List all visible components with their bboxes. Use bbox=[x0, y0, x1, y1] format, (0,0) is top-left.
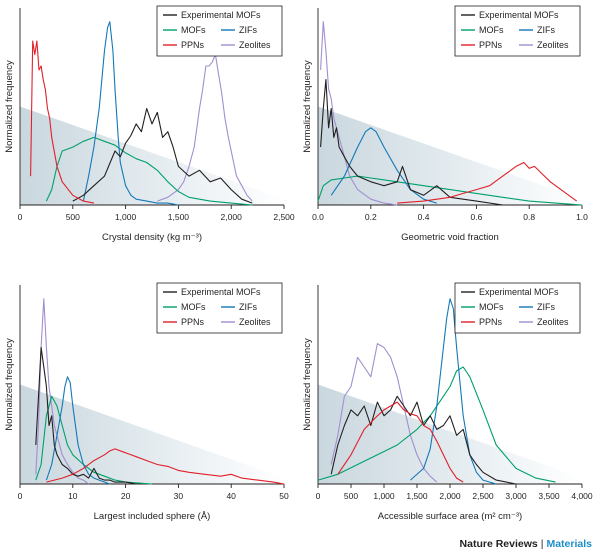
x-tick-label: 500 bbox=[66, 212, 80, 222]
background-shade bbox=[20, 106, 284, 205]
series-line-zeolites bbox=[157, 53, 253, 202]
x-tick-label: 3,500 bbox=[538, 491, 560, 501]
x-tick-label: 40 bbox=[226, 491, 236, 501]
series-line-experimental-mofs bbox=[330, 395, 517, 485]
x-axis-label: Accessible surface area (m² cm⁻³) bbox=[378, 511, 522, 522]
legend-label: Experimental MOFs bbox=[479, 10, 559, 20]
x-tick-label: 1,000 bbox=[115, 212, 137, 222]
series-line-mofs bbox=[45, 136, 253, 206]
y-axis-label: Normalized frequency bbox=[4, 338, 15, 431]
x-tick-label: 0.2 bbox=[365, 212, 377, 222]
legend-box bbox=[156, 5, 283, 57]
x-tick-label: 2,500 bbox=[472, 491, 494, 501]
x-tick-label: 0.0 bbox=[312, 212, 324, 222]
series-line-zeolites bbox=[35, 298, 89, 485]
x-tick-label: 0.6 bbox=[470, 212, 482, 222]
x-tick-label: 3,000 bbox=[505, 491, 527, 501]
x-tick-label: 1,500 bbox=[168, 212, 190, 222]
legend-label: MOFs bbox=[181, 25, 206, 35]
legend-label: Experimental MOFs bbox=[479, 287, 559, 297]
legend-label: MOFs bbox=[181, 302, 206, 312]
legend-label: ZIFs bbox=[537, 302, 555, 312]
chart-panel-3: 0 10 20 30 40 50 Largest included sphere (Å) No… bbox=[4, 282, 289, 522]
y-axis-label: Normalized frequency bbox=[302, 60, 313, 153]
series-line-experimental-mofs bbox=[320, 78, 503, 206]
chart-panel-2: 0.0 0.2 0.4 0.6 0.8 1.0 Geometric void fractio… bbox=[302, 5, 588, 243]
x-tick-label: 10 bbox=[68, 491, 78, 501]
y-axis-label: Normalized frequency bbox=[302, 338, 313, 431]
legend-label: MOFs bbox=[479, 25, 504, 35]
series-line-zifs bbox=[410, 298, 497, 485]
legend-label: Zeolites bbox=[239, 40, 271, 50]
legend-label: ZIFs bbox=[239, 25, 257, 35]
x-tick-label: 500 bbox=[344, 491, 358, 501]
legend-label: Experimental MOFs bbox=[181, 287, 261, 297]
footer: Nature Reviews | Materials bbox=[460, 538, 592, 550]
background-shade bbox=[20, 384, 284, 484]
series-line-ppns bbox=[337, 401, 464, 483]
legend-label: Zeolites bbox=[537, 40, 569, 50]
footer-separator: | bbox=[540, 538, 544, 550]
x-tick-label: 0.8 bbox=[523, 212, 535, 222]
footer-section: Materials bbox=[546, 538, 592, 550]
x-tick-label: 2,500 bbox=[273, 212, 295, 222]
series-line-zifs bbox=[82, 21, 179, 206]
x-axis-label: Geometric void fraction bbox=[401, 232, 499, 243]
legend-label: PPNs bbox=[181, 40, 205, 50]
legend-box bbox=[156, 282, 283, 334]
legend-label: PPNs bbox=[479, 317, 503, 327]
legend-label: ZIFs bbox=[537, 25, 555, 35]
legend-label: Experimental MOFs bbox=[181, 10, 261, 20]
x-tick-label: 1,000 bbox=[373, 491, 395, 501]
legend-label: Zeolites bbox=[239, 317, 271, 327]
x-tick-label: 20 bbox=[121, 491, 131, 501]
x-tick-label: 2,000 bbox=[221, 212, 243, 222]
legend-label: MOFs bbox=[479, 302, 504, 312]
series-line-experimental-mofs bbox=[72, 107, 253, 204]
series-line-mofs bbox=[317, 175, 583, 206]
legend-label: ZIFs bbox=[239, 302, 257, 312]
x-axis-label: Largest included sphere (Å) bbox=[94, 511, 211, 522]
series-line-mofs bbox=[317, 366, 556, 483]
x-tick-label: 1,500 bbox=[406, 491, 428, 501]
y-axis-label: Normalized frequency bbox=[4, 60, 15, 153]
chart-panel-1: 0 500 1,000 1,500 2,000 2,500 Crystal density … bbox=[4, 5, 295, 243]
x-tick-label: 0 bbox=[18, 212, 23, 222]
x-tick-label: 0 bbox=[18, 491, 23, 501]
legend-label: PPNs bbox=[479, 40, 503, 50]
footer-journal: Nature Reviews bbox=[459, 538, 538, 550]
series-line-ppns bbox=[46, 448, 285, 485]
series-line-ppns bbox=[397, 161, 578, 204]
x-tick-label: 1.0 bbox=[576, 212, 588, 222]
legend-label: Zeolites bbox=[537, 317, 569, 327]
series-line-mofs bbox=[35, 395, 153, 485]
series-line-zeolites bbox=[330, 343, 438, 483]
x-axis-label: Crystal density (kg m⁻³) bbox=[102, 232, 202, 243]
series-line-experimental-mofs bbox=[35, 346, 137, 485]
series-line-zifs bbox=[45, 376, 110, 485]
series-line-zifs bbox=[330, 127, 437, 204]
legend-box bbox=[454, 5, 581, 57]
x-tick-label: 30 bbox=[174, 491, 184, 501]
x-tick-label: 0 bbox=[316, 491, 321, 501]
x-tick-label: 2,000 bbox=[439, 491, 461, 501]
x-tick-label: 50 bbox=[279, 491, 289, 501]
series-line-zeolites bbox=[320, 21, 398, 206]
x-tick-label: 0.4 bbox=[418, 212, 430, 222]
chart-panel-4: 0 500 1,000 1,500 2,000 2,500 3,000 3,500 4,000 A… bbox=[302, 282, 593, 522]
series-line-ppns bbox=[30, 40, 95, 204]
x-tick-label: 4,000 bbox=[571, 491, 593, 501]
legend-box bbox=[454, 282, 581, 334]
legend-label: PPNs bbox=[181, 317, 205, 327]
